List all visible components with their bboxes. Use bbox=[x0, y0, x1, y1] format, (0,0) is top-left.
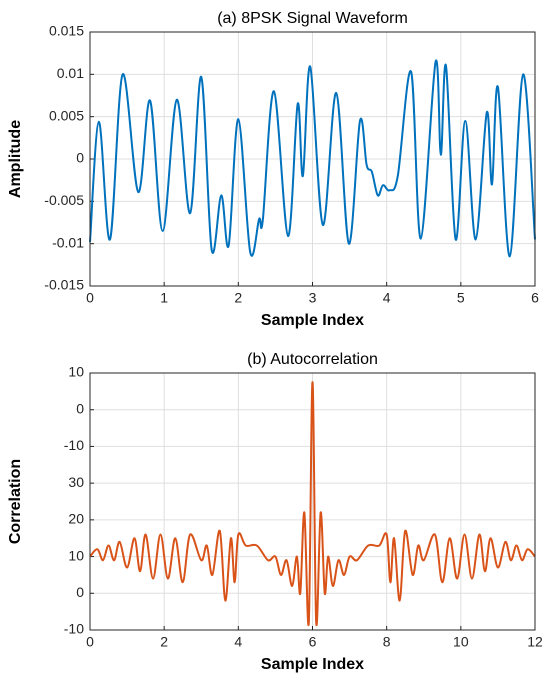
x-tick-label: 8 bbox=[383, 634, 391, 650]
y-tick-label: 0 bbox=[76, 150, 84, 166]
x-axis-label: Sample Index bbox=[261, 312, 364, 329]
x-tick-label: 5 bbox=[457, 290, 465, 306]
x-tick-label: 0 bbox=[86, 290, 94, 306]
chart-title: (a) 8PSK Signal Waveform bbox=[217, 10, 408, 27]
x-tick-label: 3 bbox=[309, 290, 317, 306]
y-tick-label: -10 bbox=[64, 437, 84, 453]
y-tick-label: 10 bbox=[68, 547, 84, 563]
y-tick-label: 0 bbox=[76, 584, 84, 600]
y-tick-label: 0.01 bbox=[57, 65, 84, 81]
y-tick-label: 20 bbox=[68, 511, 84, 527]
x-tick-label: 4 bbox=[383, 290, 391, 306]
y-tick-label: -0.015 bbox=[44, 277, 84, 293]
y-tick-label: 10 bbox=[68, 364, 84, 380]
chart-title: (b) Autocorrelation bbox=[247, 351, 378, 368]
x-tick-label: 2 bbox=[160, 634, 168, 650]
x-tick-label: 12 bbox=[527, 634, 543, 650]
x-tick-label: 0 bbox=[86, 634, 94, 650]
y-tick-label: 0.005 bbox=[49, 107, 84, 123]
x-tick-label: 4 bbox=[234, 634, 242, 650]
y-tick-label: -0.01 bbox=[52, 234, 84, 250]
x-tick-label: 2 bbox=[234, 290, 242, 306]
y-axis-label: Correlation bbox=[7, 459, 24, 544]
y-axis-label: Amplitude bbox=[7, 120, 24, 198]
x-tick-label: 6 bbox=[309, 634, 317, 650]
data-line bbox=[89, 59, 536, 258]
y-tick-label: -0.005 bbox=[44, 192, 84, 208]
y-tick-label: 0.015 bbox=[49, 23, 84, 39]
axes-box bbox=[89, 372, 536, 631]
x-tick-label: 10 bbox=[453, 634, 469, 650]
y-tick-label: -10 bbox=[64, 621, 84, 637]
y-tick-label: 30 bbox=[68, 474, 84, 490]
x-tick-label: 1 bbox=[160, 290, 168, 306]
y-tick-label: 0 bbox=[76, 400, 84, 416]
data-line bbox=[89, 381, 536, 627]
x-axis-label: Sample Index bbox=[261, 656, 364, 673]
axes-box bbox=[89, 31, 536, 287]
x-tick-label: 6 bbox=[531, 290, 539, 306]
